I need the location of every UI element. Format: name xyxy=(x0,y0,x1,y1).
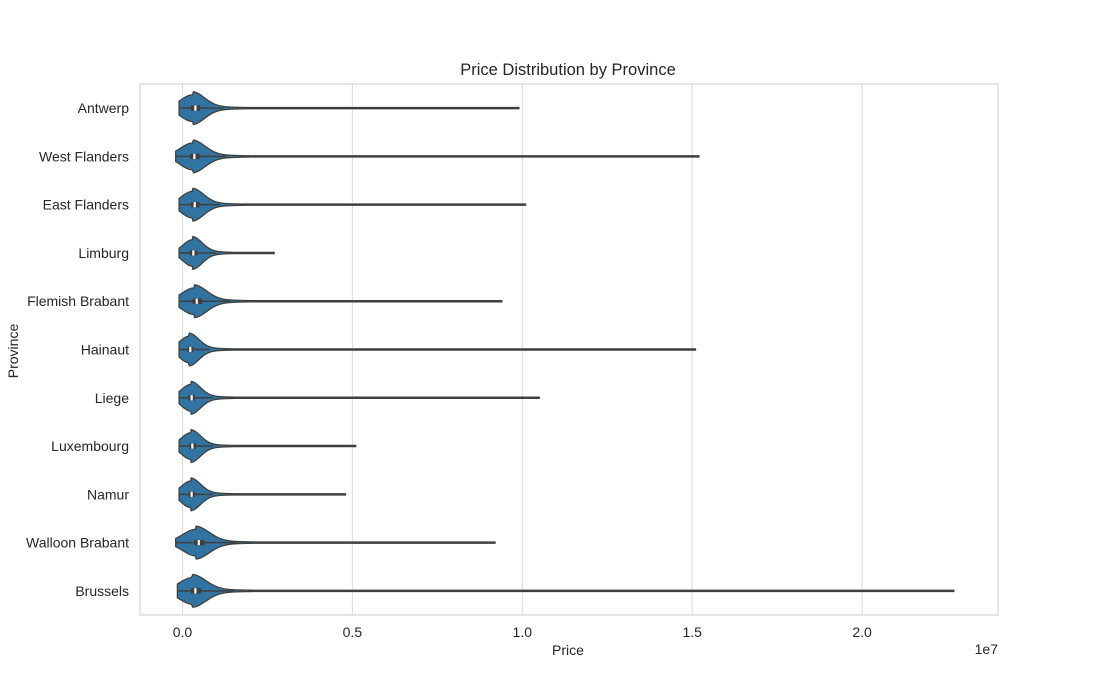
y-tick-label: Hainaut xyxy=(81,342,129,358)
violin-body xyxy=(178,187,527,222)
y-tick-label: Luxembourg xyxy=(51,438,129,454)
violin-body xyxy=(175,139,700,174)
violin-median xyxy=(195,298,198,304)
x-tick-labels: 0.0 0.5 1.0 1.5 2.0 xyxy=(173,624,872,640)
violin-median xyxy=(191,443,194,449)
y-tick-label: Namur xyxy=(87,486,129,502)
violin-body xyxy=(176,573,955,608)
violin-namur xyxy=(178,477,347,512)
x-axis-offset-label: 1e7 xyxy=(975,641,999,657)
violin-body xyxy=(178,332,697,367)
x-tick-label: 1.0 xyxy=(513,624,533,640)
y-tick-label: Flemish Brabant xyxy=(27,293,129,309)
violin-flemish-brabant xyxy=(178,284,503,319)
violin-antwerp xyxy=(178,91,520,126)
y-tick-label: Liege xyxy=(95,390,129,406)
x-tick-label: 1.5 xyxy=(682,624,702,640)
plot-frame xyxy=(139,83,999,616)
violin-median xyxy=(194,105,197,111)
violin-body xyxy=(178,91,520,126)
violin-median xyxy=(193,202,196,208)
violin-median xyxy=(194,588,197,594)
y-axis-label: Province xyxy=(5,324,21,379)
violin-east-flanders xyxy=(178,187,527,222)
x-axis-label: Price xyxy=(552,642,584,658)
y-tick-label: Limburg xyxy=(78,245,129,261)
y-tick-label: Brussels xyxy=(75,583,129,599)
violin-median xyxy=(190,395,193,401)
violin-body xyxy=(178,477,347,512)
x-tick-label: 0.0 xyxy=(173,624,193,640)
violin-hainaut xyxy=(178,332,697,367)
violin-liege xyxy=(178,380,540,415)
violin-median xyxy=(189,346,192,353)
x-tick-label: 0.5 xyxy=(343,624,363,640)
y-tick-label: Antwerp xyxy=(78,100,130,116)
violin-median xyxy=(192,250,195,256)
violin-west-flanders xyxy=(175,139,700,174)
violin-body xyxy=(178,284,503,319)
y-tick-label: Walloon Brabant xyxy=(26,535,129,551)
y-tick-labels: Antwerp West Flanders East Flanders Limburg… xyxy=(26,100,129,599)
violin-body xyxy=(178,235,275,271)
violin-body xyxy=(175,525,496,560)
violin-walloon-brabant xyxy=(175,525,496,560)
y-tick-label: East Flanders xyxy=(43,197,129,213)
violin-limburg xyxy=(178,235,275,271)
violin-body xyxy=(178,428,357,464)
violin-median xyxy=(197,539,200,546)
x-tick-label: 2.0 xyxy=(852,624,872,640)
chart-title: Price Distribution by Province xyxy=(460,61,676,79)
violin-median xyxy=(190,491,193,497)
violin-median xyxy=(193,153,196,160)
violin-luxembourg xyxy=(178,428,357,464)
violins xyxy=(175,91,955,608)
y-tick-label: West Flanders xyxy=(39,148,129,164)
violin-brussels xyxy=(176,573,955,608)
violin-body xyxy=(178,380,540,415)
